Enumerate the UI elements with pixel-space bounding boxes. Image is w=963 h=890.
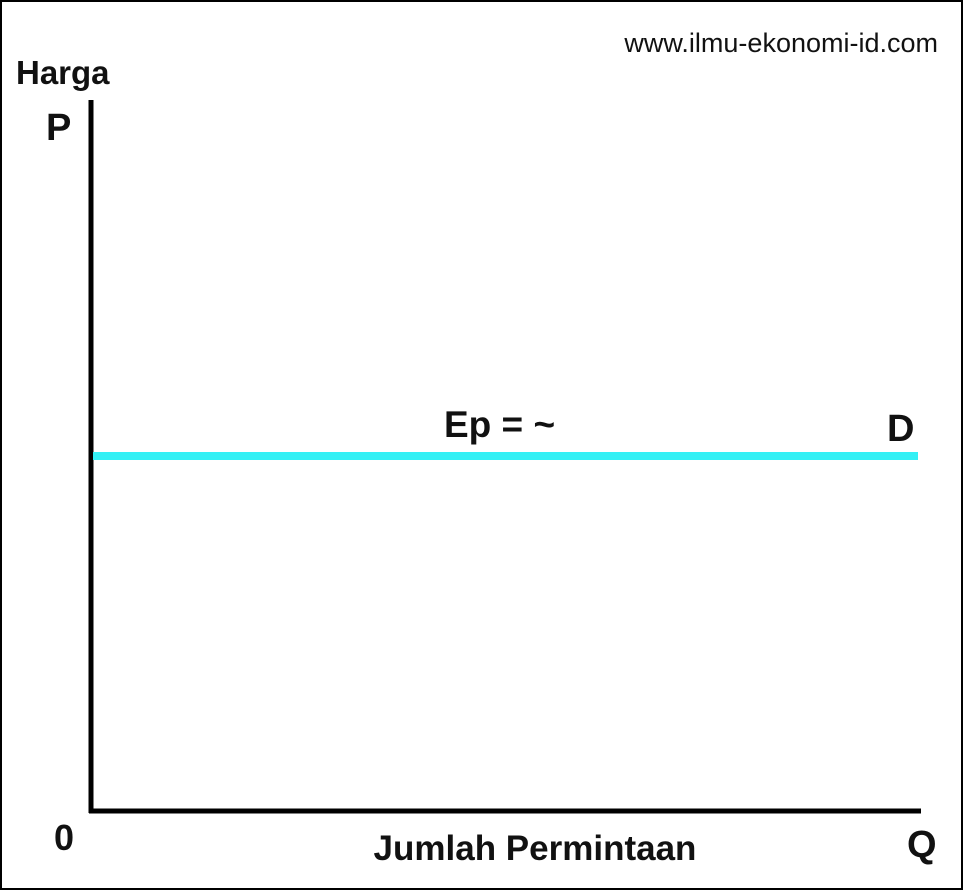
x-axis-symbol: Q: [907, 824, 937, 866]
elasticity-annotation: Ep = ~: [444, 404, 555, 445]
origin-label: 0: [54, 817, 74, 858]
y-axis-title: Harga: [16, 54, 110, 91]
x-axis-title: Jumlah Permintaan: [374, 829, 697, 868]
curve-label: D: [887, 408, 914, 450]
website: www.ilmu-ekonomi-id.com: [623, 28, 938, 58]
y-axis-symbol: P: [46, 107, 71, 149]
